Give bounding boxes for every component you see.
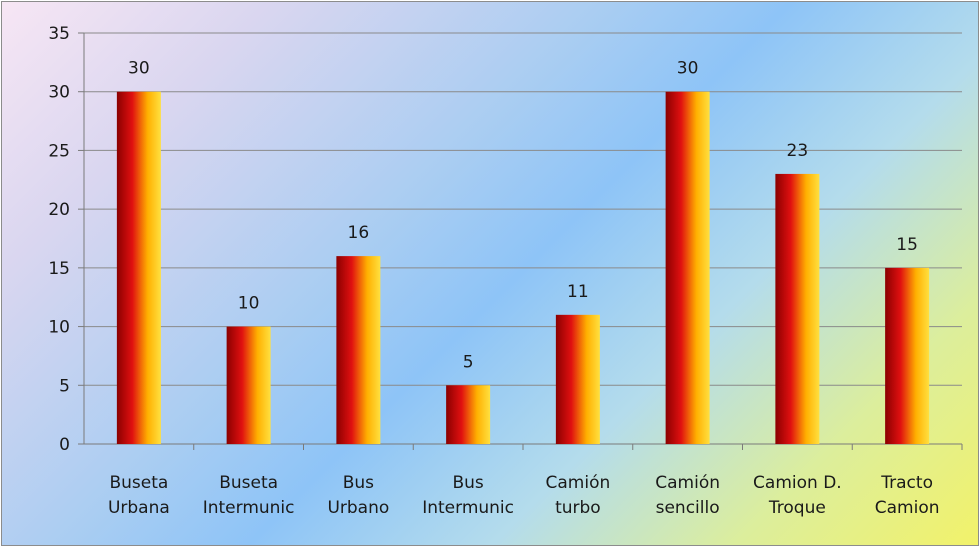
- y-tick-label: 20: [48, 200, 70, 220]
- x-category-label-6: Camion D.: [753, 473, 842, 493]
- x-category-label-1: Intermunic: [203, 498, 295, 518]
- x-category-label-1: Buseta: [219, 473, 278, 493]
- data-label-1: 10: [238, 294, 260, 314]
- axes: [78, 32, 963, 450]
- y-tick-label: 30: [48, 83, 70, 103]
- bar-5: [665, 91, 710, 444]
- data-label-7: 15: [896, 235, 918, 255]
- gridlines: [84, 32, 962, 386]
- data-label-0: 30: [128, 59, 150, 79]
- data-label-2: 16: [348, 223, 370, 243]
- x-category-label-3: Intermunic: [422, 498, 514, 518]
- data-label-3: 5: [463, 352, 474, 372]
- x-category-label-7: Tracto: [880, 473, 933, 493]
- data-label-4: 11: [567, 282, 589, 302]
- bar-3: [446, 385, 491, 444]
- data-label-5: 30: [677, 59, 699, 79]
- bar-7: [885, 267, 930, 444]
- data-label-6: 23: [787, 141, 809, 161]
- bars: [116, 91, 930, 444]
- x-category-label-3: Bus: [452, 473, 483, 493]
- y-tick-label: 15: [48, 259, 70, 279]
- bar-0: [116, 91, 161, 444]
- bar-4: [555, 314, 600, 444]
- x-category-label-2: Urbano: [327, 498, 389, 518]
- y-tick-label: 10: [48, 318, 70, 338]
- y-tick-label: 35: [48, 24, 70, 44]
- x-category-label-0: Buseta: [109, 473, 168, 493]
- x-category-label-6: Troque: [768, 498, 826, 518]
- x-category-label-7: Camion: [875, 498, 940, 518]
- x-category-label-0: Urbana: [108, 498, 170, 518]
- bar-6: [775, 173, 820, 444]
- y-tick-label: 0: [59, 435, 70, 455]
- bar-1: [226, 326, 271, 444]
- labels: 0 5 10 15 20 25 30 35 30 Buseta Urbana 10 Buseta Inte…: [48, 24, 939, 518]
- x-category-label-4: Camión: [546, 473, 611, 493]
- x-category-label-5: sencillo: [656, 498, 720, 518]
- y-tick-label: 5: [59, 376, 70, 396]
- x-category-label-4: turbo: [555, 498, 601, 518]
- bar-2: [336, 256, 381, 444]
- x-category-label-5: Camión: [655, 473, 720, 493]
- x-category-label-2: Bus: [343, 473, 374, 493]
- y-tick-label: 25: [48, 141, 70, 161]
